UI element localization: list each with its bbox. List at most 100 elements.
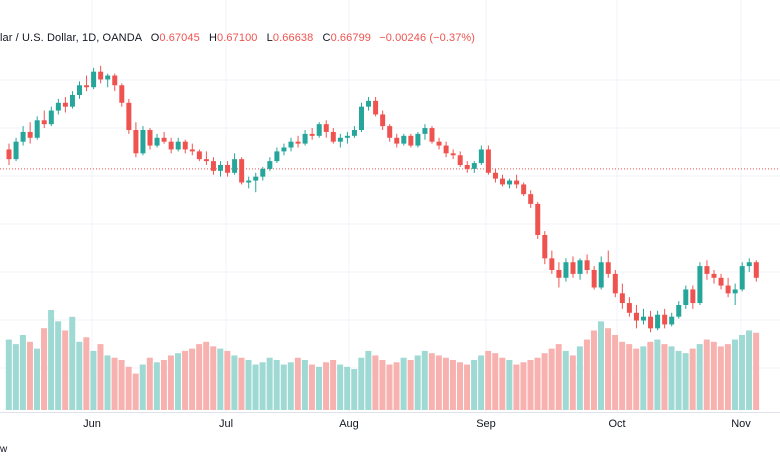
volume-bar bbox=[97, 344, 104, 410]
candle-body bbox=[359, 106, 364, 130]
candle-body bbox=[739, 266, 745, 290]
volume-bar bbox=[414, 355, 421, 410]
volume-bar bbox=[273, 360, 280, 410]
volume-bar bbox=[48, 310, 55, 410]
volume-bar bbox=[421, 350, 428, 410]
volume-bar bbox=[569, 355, 576, 410]
volume-bar bbox=[351, 369, 358, 410]
volume-bar bbox=[301, 360, 308, 410]
volume-bar bbox=[189, 348, 196, 410]
candle-body bbox=[746, 262, 752, 267]
volume-bar bbox=[344, 366, 351, 410]
legend-low-value: 0.66638 bbox=[272, 32, 314, 44]
candle-body bbox=[373, 100, 379, 115]
volume-bar bbox=[449, 360, 456, 410]
candle-body bbox=[232, 159, 238, 173]
candle-body bbox=[514, 180, 520, 185]
candle-body bbox=[225, 165, 231, 173]
candle-body bbox=[330, 131, 336, 142]
candle-body bbox=[218, 165, 223, 171]
volume-bar bbox=[731, 339, 738, 410]
candle-body bbox=[464, 165, 470, 169]
candle-body bbox=[570, 262, 576, 274]
volume-bar bbox=[633, 348, 640, 410]
volume-bar bbox=[682, 353, 689, 410]
volume-bar bbox=[182, 350, 189, 410]
candle-body bbox=[704, 266, 710, 274]
volume-bar bbox=[175, 353, 181, 410]
axis-divider bbox=[0, 412, 780, 413]
volume-bar bbox=[5, 339, 12, 410]
candle-body bbox=[507, 180, 513, 185]
time-axis[interactable]: Jun Jul Aug Sep Oct Nov bbox=[0, 412, 780, 442]
legend-symbol: lar / U.S. Dollar, 1D, OANDA bbox=[0, 32, 142, 44]
candle-body bbox=[584, 260, 590, 270]
candle-body bbox=[528, 194, 534, 204]
volume-bar bbox=[19, 335, 26, 410]
legend-high-value: 0.67100 bbox=[217, 32, 258, 44]
candle-body bbox=[267, 161, 273, 169]
volume-bar bbox=[62, 330, 69, 410]
volume-bar bbox=[90, 350, 97, 410]
candle-body bbox=[521, 184, 527, 195]
candle-body bbox=[203, 159, 209, 162]
volume-bar bbox=[393, 362, 400, 410]
candle-body bbox=[619, 293, 625, 304]
candle-body bbox=[732, 289, 738, 294]
candle-body bbox=[274, 151, 280, 162]
volume-bar bbox=[266, 357, 273, 410]
candle-body bbox=[648, 316, 654, 329]
candle-body bbox=[105, 75, 111, 80]
volume-bar bbox=[739, 335, 745, 410]
volume-bar bbox=[146, 357, 153, 410]
volume-bar bbox=[548, 348, 555, 410]
volume-bar bbox=[231, 355, 238, 410]
candle-body bbox=[302, 133, 308, 144]
volume-bar bbox=[457, 362, 463, 410]
candle-body bbox=[189, 149, 195, 152]
candle-body bbox=[69, 95, 75, 107]
volume-bar bbox=[358, 357, 365, 410]
volume-bar bbox=[668, 346, 675, 410]
volume-bar bbox=[83, 337, 90, 410]
volume-bar bbox=[717, 346, 724, 410]
volume-bar bbox=[280, 364, 287, 410]
candle-body bbox=[471, 163, 477, 169]
volume-bar bbox=[661, 344, 668, 410]
chart-svg[interactable] bbox=[0, 0, 780, 412]
volume-bar bbox=[520, 362, 527, 410]
candle-body bbox=[48, 110, 54, 125]
candle-body bbox=[210, 161, 216, 171]
candle-body bbox=[351, 130, 357, 136]
candle-body bbox=[415, 133, 421, 146]
candle-body bbox=[281, 147, 287, 152]
candle-body bbox=[260, 168, 266, 177]
volume-bar bbox=[365, 350, 372, 410]
candle-body bbox=[725, 285, 731, 294]
candle-body bbox=[91, 71, 97, 88]
volume-bar bbox=[323, 362, 330, 410]
candle-body bbox=[457, 155, 463, 165]
volume-bar bbox=[316, 366, 322, 410]
candle-body bbox=[662, 314, 668, 325]
volume-bar bbox=[492, 353, 499, 410]
volume-bar bbox=[196, 344, 203, 410]
candle-body bbox=[436, 141, 442, 146]
candle-body bbox=[246, 180, 252, 183]
legend-open-label: O bbox=[150, 32, 160, 44]
candle-body bbox=[387, 126, 393, 138]
candle-body bbox=[344, 135, 350, 138]
volume-bar bbox=[590, 330, 597, 410]
candle-body bbox=[655, 314, 661, 329]
candle-body bbox=[55, 102, 61, 111]
candle-body bbox=[556, 270, 562, 278]
candle-body bbox=[563, 262, 569, 278]
candle-body bbox=[366, 100, 372, 107]
x-tick-aug: Aug bbox=[339, 418, 359, 430]
volume-bar bbox=[640, 346, 647, 410]
volume-bar bbox=[598, 321, 604, 410]
volume-bar bbox=[379, 360, 386, 410]
candle-body bbox=[633, 312, 639, 321]
legend-open-value: 0.67045 bbox=[159, 32, 200, 44]
